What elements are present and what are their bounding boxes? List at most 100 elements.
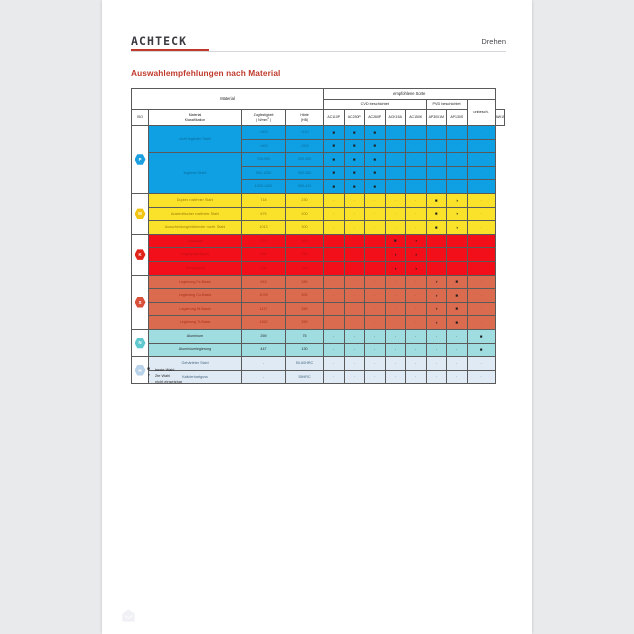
- recommendation-marker-none: ·: [333, 265, 335, 271]
- iso-badge-wrap: K: [133, 235, 148, 274]
- header-tensile-exponent: 2: [267, 116, 269, 120]
- recommendation-cell: ·: [405, 369, 427, 385]
- recommendation-marker-none: ·: [480, 374, 482, 380]
- recommendation-marker-none: ·: [394, 333, 396, 339]
- recommendation-cell: ◑: [405, 260, 427, 276]
- recommendation-cell: ■: [343, 125, 365, 140]
- legend-symbol: ·: [147, 378, 150, 384]
- recommendation-cell: ·: [466, 247, 496, 262]
- recommendation-cell: ◑: [425, 274, 447, 290]
- recommendation-cell: ·: [405, 315, 427, 330]
- recommendation-cell: ·: [323, 260, 345, 276]
- iso-badge-wrap: M: [133, 194, 148, 233]
- recommendation-marker-none: ·: [480, 224, 482, 230]
- tensile-strength-cell: -: [241, 356, 286, 371]
- tensile-strength-cell: 718: [241, 192, 286, 208]
- recommendation-marker-none: ·: [353, 347, 355, 353]
- recommendation-marker-best: ■: [332, 129, 336, 135]
- recommendation-marker-best: ■: [434, 197, 438, 203]
- recommendation-cell: ·: [466, 233, 496, 249]
- recommendation-marker-none: ·: [456, 251, 458, 257]
- table-row: H Gehärteter Stahl -50-60HRC · · · · · · · ·: [131, 356, 505, 385]
- table-row: Ausscheidungshärtender rostfr. Stahl 1013…: [132, 220, 505, 235]
- recommendation-marker-second: ◑: [455, 224, 459, 230]
- recommendation-marker-none: ·: [394, 292, 396, 298]
- material-classification-cell: nicht legierter Stahl: [148, 124, 242, 154]
- recommendation-cell: ·: [466, 369, 496, 385]
- header-uncoated: unbesch.: [466, 99, 496, 126]
- recommendation-marker-none: ·: [394, 374, 396, 380]
- recommendation-marker-second: ◑: [455, 197, 459, 203]
- iso-badge-wrap: P: [133, 126, 148, 192]
- recommendation-cell: ·: [405, 152, 427, 167]
- recommendation-cell: ■: [364, 138, 386, 154]
- recommendation-marker-none: ·: [333, 197, 335, 203]
- recommendation-marker-second: ◑: [434, 279, 438, 285]
- recommendation-cell: ·: [384, 152, 406, 167]
- recommendation-cell: ·: [323, 328, 345, 344]
- header-grade-4: AC150K: [405, 109, 427, 126]
- recommendation-cell: ·: [323, 233, 345, 249]
- recommendation-marker-none: ·: [374, 319, 376, 325]
- recommendation-cell: ·: [323, 220, 345, 235]
- recommendation-marker-none: ·: [353, 292, 355, 298]
- header-tensile-strength: Zugfestigkeit ( N/mm2 ): [241, 109, 286, 126]
- recommendation-cell: ·: [343, 356, 365, 371]
- recommendation-marker-best: ■: [434, 224, 438, 230]
- recommendation-marker-none: ·: [394, 319, 396, 325]
- recommendation-cell: ·: [405, 288, 427, 303]
- header-hardness-line2: (HB): [300, 117, 309, 122]
- table-row: M Duplex rostfreier Stahl 718 230 · · · · · ■ ◑ ·: [131, 192, 505, 235]
- recommendation-marker-none: ·: [435, 238, 437, 244]
- recommendation-cell: ·: [425, 125, 447, 140]
- material-classification-cell: Legierung Fe-Basis: [148, 274, 242, 290]
- recommendation-marker-none: ·: [415, 319, 417, 325]
- iso-badge-k: K: [134, 249, 146, 260]
- recommendation-cell: ·: [446, 152, 468, 167]
- recommendation-marker-none: ·: [374, 360, 376, 366]
- header-grades-group: empfohlene Sorte: [323, 88, 496, 100]
- recommendation-marker-second: ◑: [434, 306, 438, 312]
- recommendation-cell: ·: [384, 342, 406, 358]
- header-grade-2: AC260P: [364, 109, 386, 126]
- recommendation-marker-second: ◑: [393, 265, 397, 271]
- recommendation-marker-second: ◑: [434, 319, 438, 325]
- recommendation-cell: ·: [425, 233, 447, 249]
- recommendation-marker-none: ·: [415, 143, 417, 149]
- recommendation-cell: ·: [364, 192, 386, 208]
- recommendation-cell: ·: [384, 125, 406, 140]
- recommendation-cell: ·: [384, 315, 406, 330]
- tensile-strength-cell: 1013: [241, 220, 286, 235]
- hardness-cell: 230: [285, 192, 324, 208]
- recommendation-cell: ■: [343, 179, 365, 194]
- recommendation-marker-none: ·: [374, 238, 376, 244]
- recommendation-marker-none: ·: [435, 360, 437, 366]
- table-row: Legierung Co-Basis 1078 300 · · · · · ◑ ■ ·: [132, 288, 505, 303]
- recommendation-cell: ·: [466, 274, 496, 290]
- recommendation-cell: ·: [343, 342, 365, 358]
- recommendation-cell: ·: [384, 288, 406, 303]
- recommendation-cell: ·: [364, 274, 386, 290]
- recommendation-marker-none: ·: [456, 238, 458, 244]
- recommendation-cell: ·: [343, 260, 365, 276]
- iso-group-cell-n: N: [131, 328, 149, 358]
- recommendation-cell: ·: [343, 233, 365, 249]
- header-row-groups: Material empfohlene Sorte: [131, 88, 505, 110]
- hardness-cell: 130: [285, 342, 324, 358]
- recommendation-cell: ·: [446, 138, 468, 154]
- recommendation-marker-none: ·: [394, 306, 396, 312]
- recommendation-marker-none: ·: [353, 333, 355, 339]
- material-classification-cell: Legierung Co-Basis: [148, 288, 242, 303]
- recommendation-cell: ·: [384, 301, 406, 317]
- recommendation-cell: ·: [425, 369, 447, 385]
- hardness-cell: 280: [285, 274, 324, 290]
- hardness-cell: 200: [285, 206, 324, 222]
- recommendation-marker-none: ·: [456, 156, 458, 162]
- tensile-strength-cell: 700-900: [241, 152, 286, 167]
- recommendation-cell: ·: [323, 274, 345, 290]
- table-head: Material empfohlene Sorte CVD beschichte…: [131, 88, 506, 126]
- iso-group-cell-s: S: [131, 274, 149, 330]
- recommendation-marker-none: ·: [353, 224, 355, 230]
- recommendation-cell: ·: [466, 288, 496, 303]
